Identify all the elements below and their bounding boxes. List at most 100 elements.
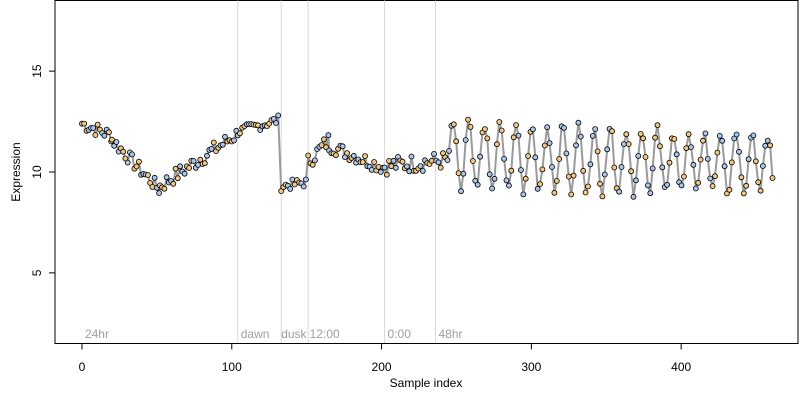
data-point [309, 161, 316, 168]
data-point [350, 152, 357, 159]
data-point [553, 177, 560, 184]
y-tick-label-10: 10 [30, 165, 44, 179]
data-point [392, 164, 399, 171]
data-point [666, 159, 673, 166]
data-point [204, 152, 210, 159]
data-point [740, 190, 747, 197]
data-point [390, 157, 397, 164]
data-point [546, 140, 553, 147]
data-point [359, 159, 366, 166]
x-tick-label-0: 0 [79, 360, 86, 374]
data-point [486, 171, 493, 178]
data-point [688, 144, 694, 151]
data-point [601, 171, 608, 178]
data-point [707, 175, 714, 182]
data-point [645, 182, 651, 189]
data-point [197, 156, 204, 163]
data-point [690, 161, 697, 168]
data-point [404, 163, 410, 170]
data-point [332, 152, 339, 159]
data-point [577, 133, 584, 140]
data-point [623, 131, 630, 138]
data-point [371, 159, 378, 165]
data-point [208, 145, 215, 152]
data-point [458, 188, 464, 195]
data-point [616, 188, 622, 195]
data-point [654, 122, 661, 129]
data-point [455, 170, 462, 177]
data-point [177, 163, 184, 170]
data-point [712, 173, 718, 180]
data-point [621, 141, 627, 148]
x-tick-label-400: 400 [671, 360, 691, 374]
data-point [750, 132, 757, 139]
data-point [609, 128, 615, 135]
data-point [163, 174, 170, 181]
data-point [769, 175, 776, 181]
data-point [510, 134, 517, 141]
data-point [580, 167, 587, 174]
annotation-3: 12:00 [310, 327, 340, 341]
data-point [320, 136, 327, 143]
data-point [467, 124, 474, 130]
data-point [113, 139, 120, 145]
data-point [501, 155, 508, 162]
data-point [344, 150, 351, 157]
data-point [635, 152, 642, 159]
data-point [156, 190, 163, 197]
data-point [589, 132, 596, 139]
data-point [764, 137, 771, 144]
data-point [664, 181, 670, 188]
data-point [745, 156, 752, 163]
data-point [563, 150, 570, 157]
data-point [537, 181, 543, 188]
data-point [462, 137, 469, 143]
y-axis: 5 10 15 [30, 64, 56, 276]
data-point [714, 149, 721, 156]
data-point [520, 191, 527, 198]
y-tick-label-5: 5 [30, 269, 44, 276]
data-point [491, 175, 498, 182]
data-point [186, 165, 193, 171]
annotation-2: dusk [281, 327, 307, 341]
data-point [611, 164, 618, 171]
data-point [431, 150, 437, 157]
data-point [585, 183, 591, 190]
data-point [565, 173, 572, 180]
data-point [505, 182, 512, 189]
data-point [489, 185, 496, 192]
data-point [733, 131, 740, 138]
data-point [633, 177, 639, 184]
data-point [381, 164, 388, 171]
data-point [90, 125, 97, 131]
data-point [522, 175, 529, 182]
data-point [570, 172, 577, 179]
data-point [465, 116, 472, 123]
data-point [172, 165, 179, 172]
data-point [752, 158, 759, 165]
data-point [755, 179, 762, 186]
data-point [678, 182, 685, 189]
data-point [762, 142, 769, 149]
data-point [544, 124, 551, 131]
data-point [362, 153, 369, 160]
data-point [757, 187, 764, 194]
data-point [657, 143, 663, 150]
data-point [534, 185, 541, 192]
data-point [604, 146, 611, 153]
data-point [444, 157, 451, 164]
data-point [582, 189, 589, 196]
data-point [417, 163, 424, 170]
data-point [469, 158, 476, 164]
data-point [275, 112, 282, 119]
annotation-0: 24hr [85, 327, 109, 341]
data-point [743, 182, 750, 189]
data-point [618, 164, 625, 170]
data-point [549, 164, 555, 170]
data-point [673, 151, 680, 158]
data-point [311, 157, 318, 164]
data-point [302, 176, 309, 183]
data-point [181, 170, 188, 177]
data-point [513, 122, 519, 128]
